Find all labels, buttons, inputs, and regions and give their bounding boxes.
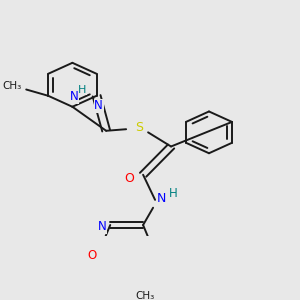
Text: S: S (135, 121, 143, 134)
Text: N: N (98, 220, 106, 233)
Text: H: H (169, 187, 177, 200)
Text: CH₃: CH₃ (3, 81, 22, 92)
Text: CH₃: CH₃ (135, 291, 154, 300)
Text: N: N (94, 100, 103, 112)
Text: H: H (78, 85, 87, 94)
Text: N: N (70, 90, 79, 103)
Text: O: O (88, 249, 97, 262)
Text: O: O (124, 172, 134, 185)
Text: N: N (156, 192, 166, 205)
